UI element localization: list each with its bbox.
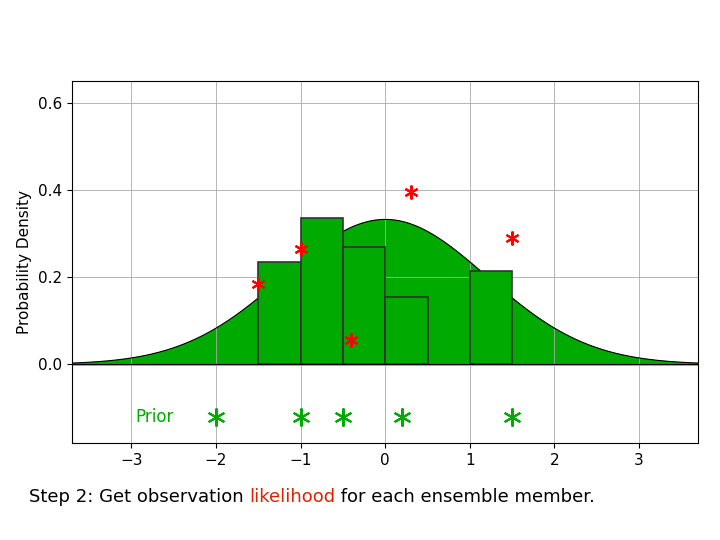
Bar	[258, 262, 300, 364]
Bar	[470, 271, 512, 365]
Bar	[385, 297, 428, 364]
Text: for each ensemble member.: for each ensemble member.	[336, 488, 595, 506]
Y-axis label: Probability Density: Probability Density	[17, 190, 32, 334]
Text: Marginal Correction Rank Histogram (MCRHF): Marginal Correction Rank Histogram (MCRH…	[19, 18, 701, 44]
Text: Prior: Prior	[135, 408, 174, 426]
Text: likelihood: likelihood	[249, 488, 336, 506]
Bar	[343, 247, 385, 364]
Bar	[300, 218, 343, 364]
Text: Step 2: Get observation: Step 2: Get observation	[29, 488, 249, 506]
